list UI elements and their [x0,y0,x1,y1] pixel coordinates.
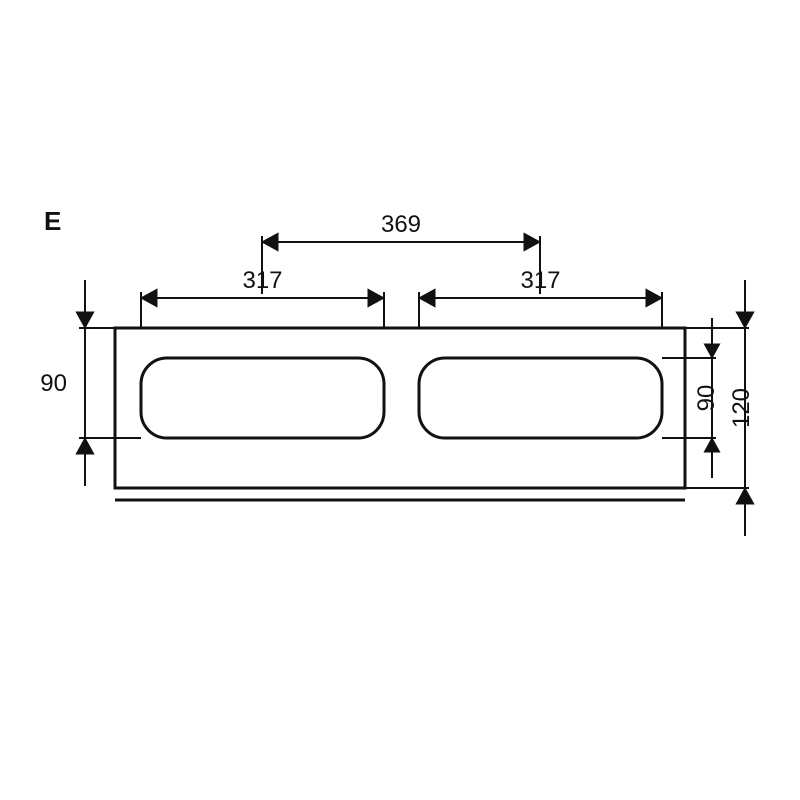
dim-90-right-value: 90 [693,385,720,412]
slot-left [141,358,384,438]
technical-drawing: E 369 317 317 90 90 120 [0,0,800,800]
dim-90-left-value: 90 [40,370,67,397]
dim-120-right-value: 120 [728,388,755,428]
slot-right [419,358,662,438]
part-outline [115,328,685,488]
dim-317-right-value: 317 [520,267,560,294]
dim-317-left-value: 317 [242,267,282,294]
view-label: E [44,206,61,236]
dim-369-value: 369 [381,211,421,238]
